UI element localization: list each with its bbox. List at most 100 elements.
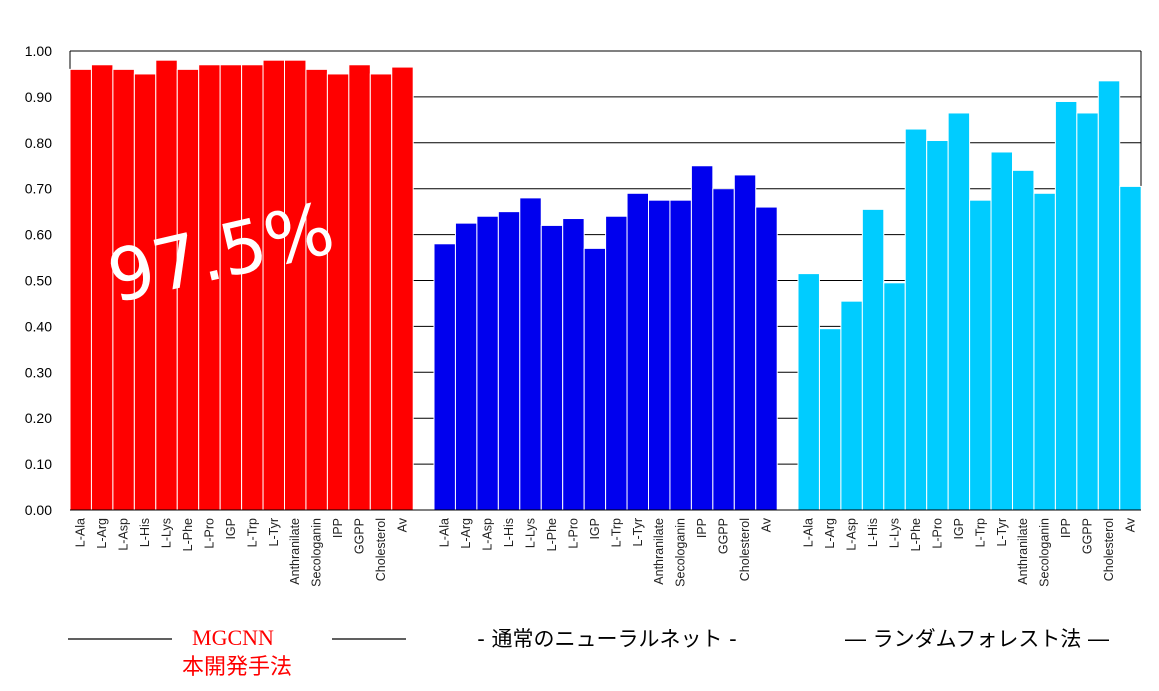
- x-category-label: L-Phe: [545, 518, 559, 551]
- bar-3-l-lys: [883, 282, 906, 511]
- bar-1-secologanin: [305, 68, 328, 511]
- x-category-label: L-Tyr: [631, 518, 645, 546]
- x-category-label: Anthranilate: [288, 518, 302, 585]
- x-category-label: L-Pro: [202, 518, 216, 549]
- bar-2-ggpp: [712, 188, 735, 511]
- x-category-label: L-Arg: [823, 518, 837, 549]
- x-category-label: L-Trp: [245, 518, 259, 547]
- bar-3-l-tyr: [990, 151, 1013, 511]
- bar-3-l-ala: [797, 273, 820, 511]
- bar-1-anthranilate: [284, 59, 307, 511]
- bar-3-ipp: [1054, 100, 1078, 511]
- bar-1-l-arg: [90, 64, 114, 511]
- x-category-label: Cholesterol: [738, 518, 752, 581]
- y-tick-label: 0.10: [25, 456, 52, 472]
- bar-2-cholesterol: [733, 174, 757, 511]
- x-axis-category-labels: L-Ala L-Arg L-Asp L-His L-Lys L-Phe L-Pro IGP L-…: [74, 517, 1138, 587]
- legend-sublabel-mgcnn: 本開発手法: [182, 654, 292, 679]
- bar-2-l-tyr: [626, 192, 649, 511]
- x-category-label: Av: [395, 517, 409, 532]
- bar-3-l-phe: [904, 128, 928, 511]
- x-category-label: Anthranilate: [652, 518, 666, 585]
- y-tick-label: 0.60: [25, 227, 52, 243]
- x-category-label: IPP: [1059, 518, 1073, 538]
- bar-2-secologanin: [669, 199, 692, 511]
- y-tick-label: 0.80: [25, 135, 52, 151]
- x-category-label: Secologanin: [310, 518, 324, 587]
- bar-2-av: [755, 206, 778, 511]
- x-category-label: IPP: [695, 518, 709, 538]
- bar-3-l-trp: [969, 199, 992, 511]
- y-tick-label: 1.00: [25, 43, 52, 59]
- x-category-label: L-Ala: [802, 518, 816, 547]
- x-category-label: Secologanin: [1038, 518, 1052, 587]
- bar-3-igp: [947, 112, 971, 511]
- x-category-label: Av: [1123, 517, 1137, 532]
- bar-2-ipp: [690, 165, 714, 511]
- x-category-label: L-Arg: [95, 518, 109, 549]
- legend: MGCNN 本開発手法 - 通常のニューラルネット - ― ランダムフォレスト法…: [68, 625, 1109, 679]
- bar-3-cholesterol: [1097, 80, 1121, 511]
- x-category-label: GGPP: [1081, 518, 1095, 554]
- x-category-label: Av: [759, 517, 773, 532]
- bar-2-l-asp: [476, 215, 499, 511]
- x-category-label: L-His: [138, 518, 152, 547]
- x-category-label: L-Asp: [481, 518, 495, 551]
- x-category-label: L-Lys: [160, 518, 174, 548]
- bar-3-av: [1119, 185, 1142, 511]
- bar-2-l-arg: [454, 222, 478, 511]
- y-tick-label: 0.30: [25, 364, 52, 380]
- x-category-label: IPP: [331, 518, 345, 538]
- legend-label-mgcnn: MGCNN: [192, 625, 274, 650]
- y-tick-label: 0.00: [25, 502, 52, 518]
- y-tick-label: 0.70: [25, 181, 52, 197]
- x-category-label: L-Asp: [845, 518, 859, 551]
- x-category-label: L-Ala: [438, 518, 452, 547]
- bar-1-cholesterol: [369, 73, 393, 511]
- bar-3-l-his: [861, 208, 885, 511]
- bar-2-l-ala: [433, 243, 456, 511]
- bar-3-l-arg: [818, 328, 842, 511]
- x-category-label: GGPP: [717, 518, 731, 554]
- x-category-label: L-Trp: [609, 518, 623, 547]
- x-category-label: Anthranilate: [1016, 518, 1030, 585]
- legend-label-neural-net: - 通常のニューラルネット -: [477, 627, 737, 651]
- bar-2-l-phe: [540, 224, 564, 511]
- x-category-label: L-Phe: [181, 518, 195, 551]
- x-category-label: IGP: [952, 518, 966, 540]
- bar-2-l-his: [497, 211, 521, 511]
- y-axis-tick-labels: 0.00 0.10 0.20 0.30 0.40 0.50 0.60 0.70 0.80 0.90…: [25, 43, 52, 518]
- x-category-label: L-Tyr: [267, 518, 281, 546]
- bar-1-ggpp: [348, 64, 371, 511]
- x-category-label: IGP: [588, 518, 602, 540]
- x-category-label: GGPP: [353, 518, 367, 554]
- x-category-label: L-Phe: [909, 518, 923, 551]
- x-category-label: L-Lys: [888, 518, 902, 548]
- x-category-label: L-Pro: [566, 518, 580, 549]
- legend-label-random-forest: ― ランダムフォレスト法 ―: [845, 627, 1109, 651]
- x-category-label: L-Pro: [930, 518, 944, 549]
- x-category-label: L-Asp: [117, 518, 131, 551]
- bar-3-ggpp: [1076, 112, 1099, 511]
- x-category-label: Cholesterol: [374, 518, 388, 581]
- x-category-label: L-His: [866, 518, 880, 547]
- bar-3-l-asp: [840, 300, 863, 511]
- x-category-label: L-Arg: [459, 518, 473, 549]
- bar-2-anthranilate: [648, 199, 671, 511]
- x-category-label: L-Lys: [524, 518, 538, 548]
- bar-3-secologanin: [1033, 192, 1056, 511]
- y-tick-label: 0.50: [25, 273, 52, 289]
- bar-3-anthranilate: [1012, 169, 1035, 511]
- x-category-label: Cholesterol: [1102, 518, 1116, 581]
- bar-2-l-lys: [519, 197, 542, 511]
- y-tick-label: 0.90: [25, 89, 52, 105]
- bar-3-l-pro: [926, 140, 949, 511]
- bar-2-l-trp: [605, 215, 628, 511]
- y-tick-label: 0.40: [25, 318, 52, 334]
- x-category-label: L-Tyr: [995, 518, 1009, 546]
- bar-2-l-pro: [562, 218, 585, 511]
- bars: [69, 59, 1142, 511]
- x-category-label: L-Ala: [74, 518, 88, 547]
- bar-1-av: [391, 66, 414, 511]
